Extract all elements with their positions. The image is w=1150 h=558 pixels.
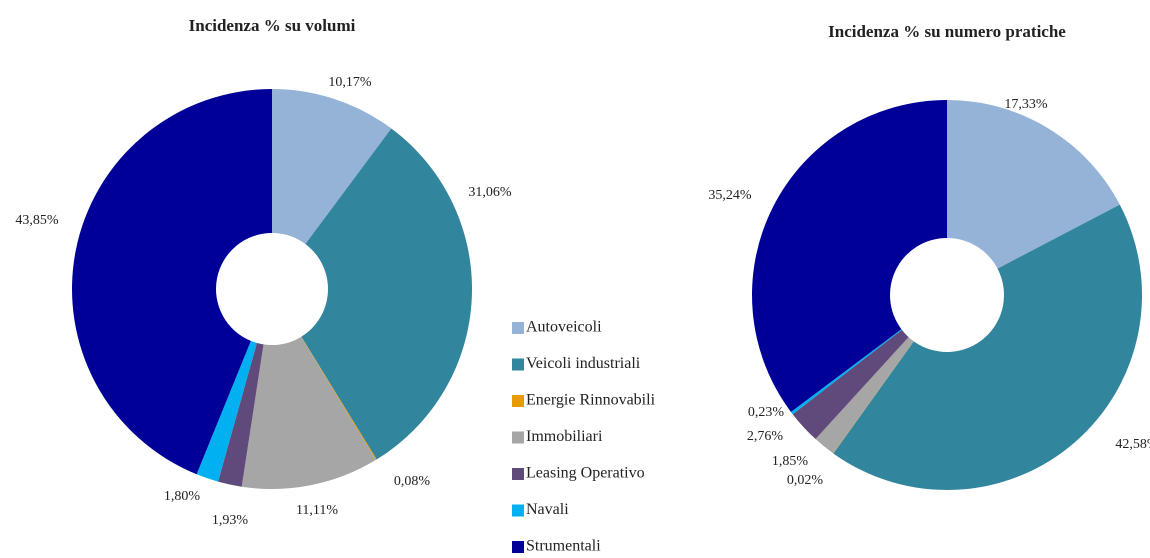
data-label: 2,76%	[747, 429, 784, 444]
data-label: 0,08%	[394, 474, 431, 489]
slice	[196, 340, 257, 482]
data-label: 1,85%	[772, 454, 809, 469]
chart-title: Incidenza % su numero pratiche	[828, 22, 1066, 41]
data-label: 1,93%	[212, 513, 249, 528]
slice	[833, 341, 914, 454]
legend-swatch	[512, 358, 524, 371]
data-label: 1,80%	[164, 489, 201, 504]
legend-swatch	[512, 504, 524, 517]
slice	[815, 337, 914, 454]
slice	[301, 336, 377, 460]
slice	[751, 99, 947, 412]
legend-label: Immobiliari	[526, 428, 603, 445]
data-label: 11,11%	[296, 503, 338, 518]
legend-label: Navali	[526, 501, 569, 518]
slice	[301, 128, 472, 460]
legend-label: Strumentali	[526, 538, 601, 555]
slice	[272, 89, 392, 245]
slice	[790, 329, 902, 415]
data-label: 0,02%	[787, 473, 824, 488]
data-label: 10,17%	[328, 75, 372, 90]
legend-label: Autoveicoli	[526, 319, 602, 336]
legend-swatch	[512, 541, 524, 553]
data-label: 0,23%	[748, 405, 785, 420]
data-label: 43,85%	[15, 213, 59, 228]
slice	[833, 204, 1142, 491]
legend-swatch	[512, 468, 524, 480]
legend-swatch	[512, 395, 524, 407]
data-label: 42,58%	[1115, 437, 1150, 452]
legend-label: Energie Rinnovabili	[526, 392, 656, 409]
legend-label: Veicoli industriali	[526, 355, 641, 372]
data-label: 31,06%	[468, 185, 512, 200]
legend-swatch	[512, 431, 524, 444]
legend-swatch	[512, 322, 524, 334]
chart-title: Incidenza % su volumi	[189, 16, 356, 35]
slice	[947, 100, 1120, 269]
slice	[241, 336, 376, 489]
slice	[72, 89, 273, 475]
data-label: 17,33%	[1004, 97, 1048, 112]
data-label: 35,24%	[708, 188, 752, 203]
legend-label: Leasing Operativo	[526, 465, 645, 482]
slice	[792, 329, 909, 440]
slice	[218, 342, 264, 487]
